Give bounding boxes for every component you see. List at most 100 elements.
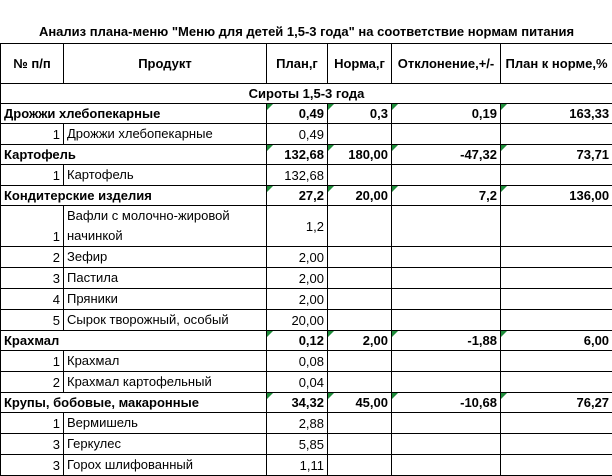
item-product: Дрожжи хлебопекарные [64,124,267,145]
deviation-cell [392,413,501,434]
norm-cell: 45,00 [328,393,392,413]
plan-cell: 2,88 [267,413,328,434]
item-number: 2 [1,372,64,393]
deviation-cell [392,310,501,331]
ratio-cell [501,455,612,476]
deviation-cell [392,434,501,455]
item-product: Геркулес [64,434,267,455]
title: Анализ плана-меню "Меню для детей 1,5-3 … [1,0,612,44]
plan-cell: 20,00 [267,310,328,331]
ratio-cell [501,434,612,455]
norm-cell [328,268,392,289]
item-number: 1 [1,165,64,186]
norm-cell [328,351,392,372]
item-number: 5 [1,310,64,331]
item-number: 3 [1,268,64,289]
title-row: Анализ плана-меню "Меню для детей 1,5-3 … [1,0,612,44]
ratio-cell [501,247,612,268]
section-title: Сироты 1,5-3 года [1,84,612,104]
ratio-cell: 163,33 [501,104,612,124]
ratio-cell [501,351,612,372]
plan-cell: 1,11 [267,455,328,476]
item-product: Сырок творожный, особый [64,310,267,331]
item-product: Вермишель [64,413,267,434]
deviation-cell: -47,32 [392,145,501,165]
deviation-cell [392,455,501,476]
norm-cell [328,165,392,186]
ratio-cell [501,310,612,331]
ratio-cell: 136,00 [501,186,612,206]
group-name: Дрожжи хлебопекарные [1,104,267,124]
group-name: Кондитерские изделия [1,186,267,206]
ratio-cell [501,372,612,393]
plan-cell: 132,68 [267,145,328,165]
norm-cell: 20,00 [328,186,392,206]
ratio-cell [501,289,612,310]
norm-cell: 180,00 [328,145,392,165]
plan-cell: 34,32 [267,393,328,413]
plan-cell: 0,49 [267,104,328,124]
item-number: 1 [1,351,64,372]
column-header: План к норме,% [501,44,612,84]
item-product: Вафли с молочно-жировой начинкой [64,206,267,247]
norm-cell [328,455,392,476]
ratio-cell [501,413,612,434]
column-header: № п/п [1,44,64,84]
deviation-cell [392,206,501,247]
ratio-cell [501,268,612,289]
norm-cell: 2,00 [328,331,392,351]
group-name: Крупы, бобовые, макаронные [1,393,267,413]
norm-cell [328,247,392,268]
item-number: 1 [1,124,64,145]
norm-cell [328,206,392,247]
deviation-cell [392,351,501,372]
deviation-cell [392,289,501,310]
norm-cell [328,372,392,393]
deviation-cell: -1,88 [392,331,501,351]
group-name: Крахмал [1,331,267,351]
plan-cell: 5,85 [267,434,328,455]
plan-cell: 0,08 [267,351,328,372]
norm-cell [328,289,392,310]
plan-cell: 2,00 [267,289,328,310]
plan-cell: 0,04 [267,372,328,393]
plan-cell: 2,00 [267,247,328,268]
norm-cell: 0,3 [328,104,392,124]
norm-cell [328,413,392,434]
section-row: Сироты 1,5-3 года [1,84,612,104]
plan-cell: 0,12 [267,331,328,351]
item-product: Картофель [64,165,267,186]
column-header: План,г [267,44,328,84]
plan-cell: 27,2 [267,186,328,206]
item-product: Крахмал картофельный [64,372,267,393]
group-name: Картофель [1,145,267,165]
column-header: Продукт [64,44,267,84]
ratio-cell: 76,27 [501,393,612,413]
deviation-cell [392,268,501,289]
ratio-cell: 6,00 [501,331,612,351]
item-number: 3 [1,455,64,476]
deviation-cell [392,247,501,268]
deviation-cell [392,165,501,186]
ratio-cell: 73,71 [501,145,612,165]
item-number: 1 [1,413,64,434]
page: Анализ плана-меню "Меню для детей 1,5-3 … [0,0,612,462]
ratio-cell [501,206,612,247]
